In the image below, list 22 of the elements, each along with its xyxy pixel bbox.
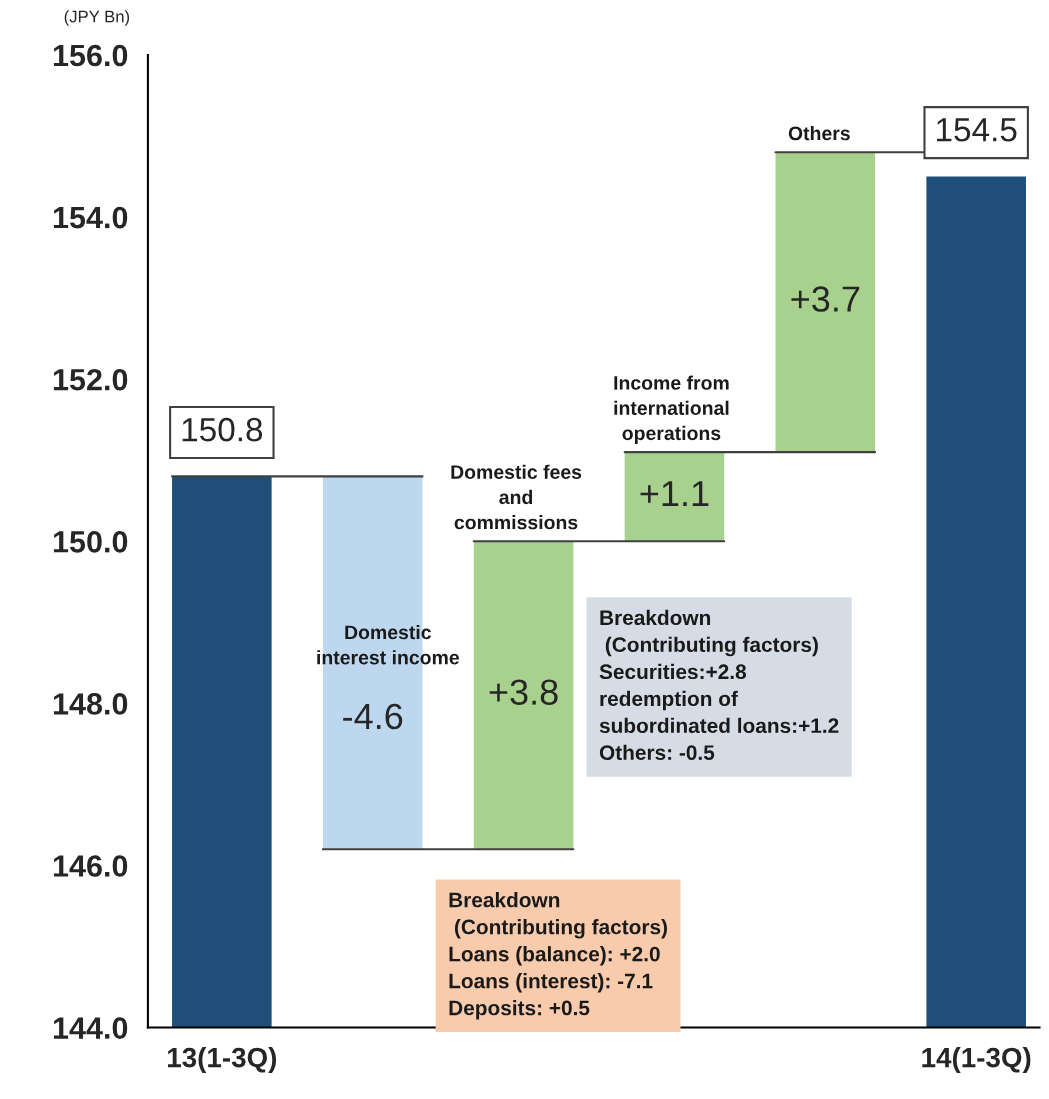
y-axis-title: (JPY Bn) bbox=[64, 10, 130, 26]
y-tick-label: 144.0 bbox=[53, 1017, 128, 1039]
annotation: Breakdown (Contributing factors) Securities:+2.8 redemption of subordinated loans:+1.2 Others: -0.5 bbox=[599, 609, 839, 761]
y-tick-label: 156.0 bbox=[53, 44, 128, 67]
data-label: -4.6 bbox=[343, 703, 403, 730]
annotation: Breakdown (Contributing factors) Loans (balance): +2.0 Loans (interest): -7.1 Deposits: +0.5 bbox=[449, 892, 667, 1020]
y-tick-label: 150.0 bbox=[53, 530, 128, 553]
data-label: +3.8 bbox=[489, 679, 558, 705]
data-label: +3.7 bbox=[791, 286, 860, 312]
annotation: Domestic interest income bbox=[317, 624, 459, 665]
y-tick-label: 154.0 bbox=[53, 206, 128, 229]
x-tick-label: 13(1-3Q) bbox=[168, 1047, 277, 1073]
annotation: Domestic fees and commissions bbox=[451, 464, 582, 530]
data-label: 154.5 bbox=[937, 118, 1017, 142]
x-tick-label: 14(1-3Q) bbox=[922, 1047, 1031, 1073]
y-tick-label: 152.0 bbox=[53, 368, 128, 391]
data-label: +1.1 bbox=[640, 481, 709, 507]
data-label: 150.8 bbox=[182, 417, 263, 442]
annotation: Others bbox=[788, 125, 850, 141]
annotation: Income from international operations bbox=[614, 375, 729, 444]
y-tick-label: 146.0 bbox=[53, 855, 128, 877]
y-tick-label: 148.0 bbox=[53, 693, 128, 715]
